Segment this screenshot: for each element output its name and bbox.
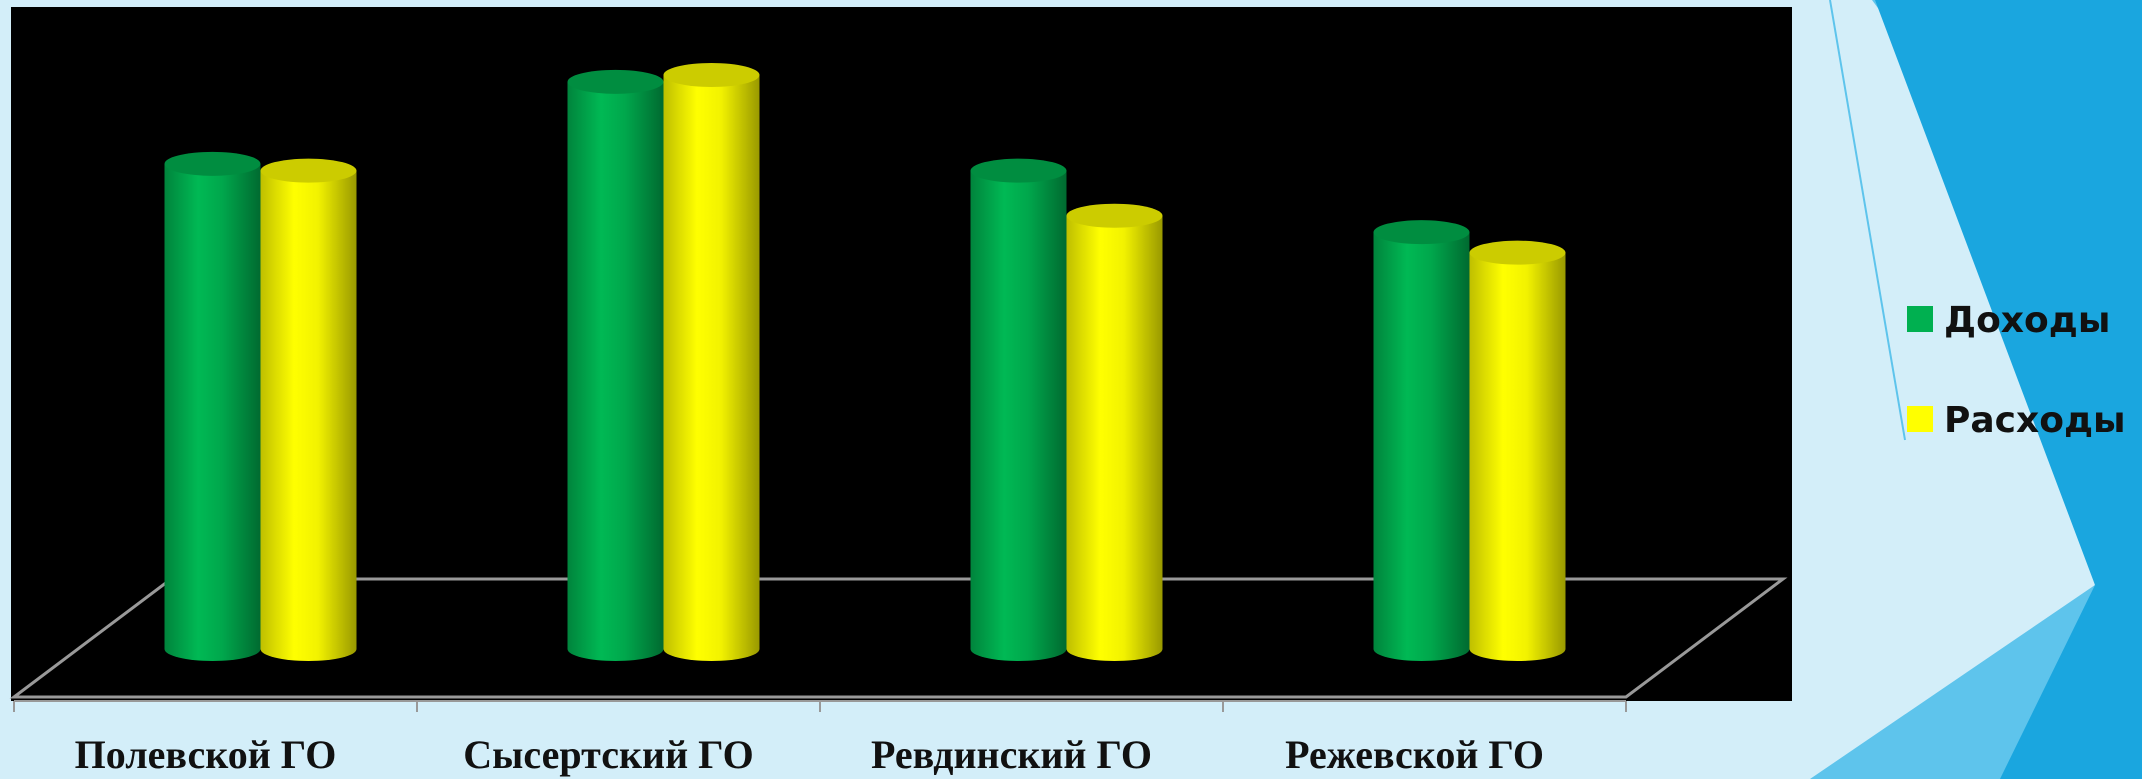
x-tick-label: Режевской ГО [1285, 732, 1544, 777]
legend-label: Расходы [1944, 400, 2126, 441]
x-tick-label: Ревдинский ГО [871, 732, 1152, 777]
x-tick-label: Сысертский ГО [463, 732, 753, 777]
bar-top [567, 69, 664, 94]
bar-top [260, 158, 357, 183]
legend-label: Доходы [1944, 300, 2110, 341]
bar-body [970, 170, 1067, 661]
bar [1469, 240, 1566, 661]
bar [1373, 220, 1470, 661]
bar-top [970, 158, 1067, 183]
legend-swatch [1907, 306, 1933, 332]
bar-body [1469, 252, 1566, 661]
bar-top [663, 63, 760, 87]
bar [567, 69, 664, 662]
bar-body [260, 170, 357, 661]
bar-body [663, 75, 760, 661]
decor-line [1829, 0, 1906, 441]
bar-top [164, 151, 261, 176]
bar [1066, 203, 1163, 661]
bar [663, 63, 760, 661]
decor-shape [1875, 0, 2142, 779]
bar [260, 158, 357, 661]
bar-top [1469, 240, 1566, 265]
bar [970, 158, 1067, 661]
bar-body [1373, 232, 1470, 661]
bar-body [1066, 215, 1163, 661]
bar [164, 151, 261, 662]
bar-body [567, 81, 664, 662]
legend-swatch [1907, 406, 1933, 432]
floor [9, 577, 1788, 699]
bar-top [1373, 220, 1470, 245]
bar-top [1066, 203, 1163, 228]
x-tick-label: Полевской ГО [75, 732, 337, 777]
bar-body [164, 163, 261, 662]
